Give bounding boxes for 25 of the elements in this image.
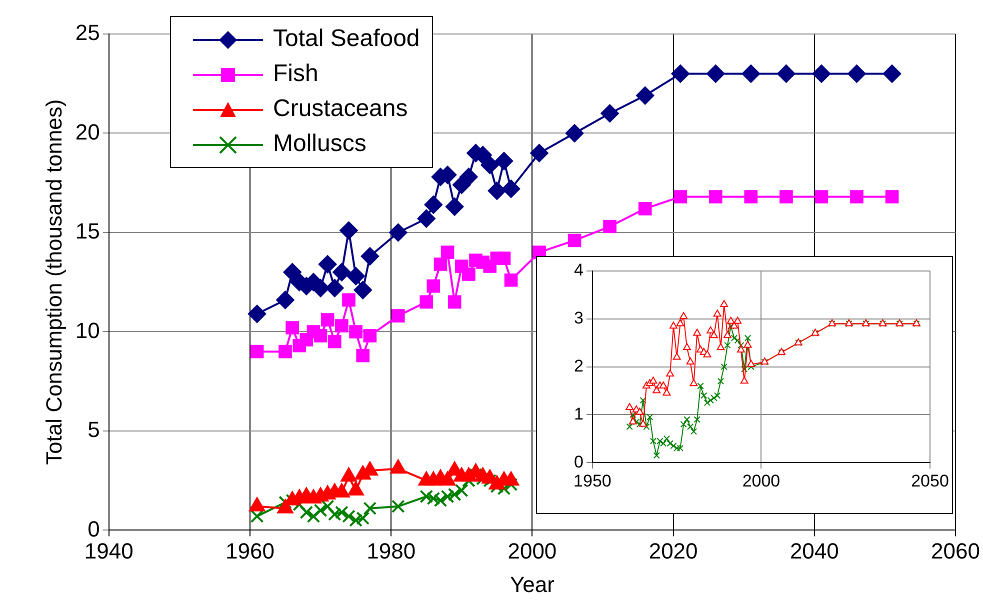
x-tick-label: 1960 (226, 538, 274, 564)
legend-label: Molluscs (273, 130, 366, 157)
y-tick-label: 3 (574, 308, 584, 328)
x-tick-label: 2060 (931, 538, 980, 564)
y-tick-label: 0 (574, 452, 584, 472)
y-tick-label: 4 (574, 260, 584, 280)
x-tick-label: 1980 (366, 538, 416, 564)
legend-label: Crustaceans (273, 95, 408, 122)
x-tick-label: 2000 (508, 538, 557, 564)
legend-label: Total Seafood (273, 25, 420, 52)
legend-label: Fish (273, 60, 318, 87)
y-tick-label: 1 (574, 404, 584, 424)
y-tick-label: 10 (75, 318, 100, 343)
x-axis-title: Year (510, 572, 554, 597)
y-tick-label: 20 (75, 119, 100, 144)
y-tick-label: 25 (75, 20, 100, 46)
x-tick-label: 2040 (790, 538, 839, 564)
y-tick-label: 15 (75, 218, 100, 244)
x-tick-label: 1950 (574, 471, 612, 490)
y-tick-label: 5 (88, 417, 100, 442)
x-tick-label: 2020 (648, 538, 698, 564)
y-axis-title: Total Consumption (thousand tonnes) (41, 99, 66, 465)
y-tick-label: 2 (574, 356, 584, 376)
x-tick-label: 2000 (742, 471, 780, 490)
x-tick-label: 2050 (911, 471, 949, 490)
